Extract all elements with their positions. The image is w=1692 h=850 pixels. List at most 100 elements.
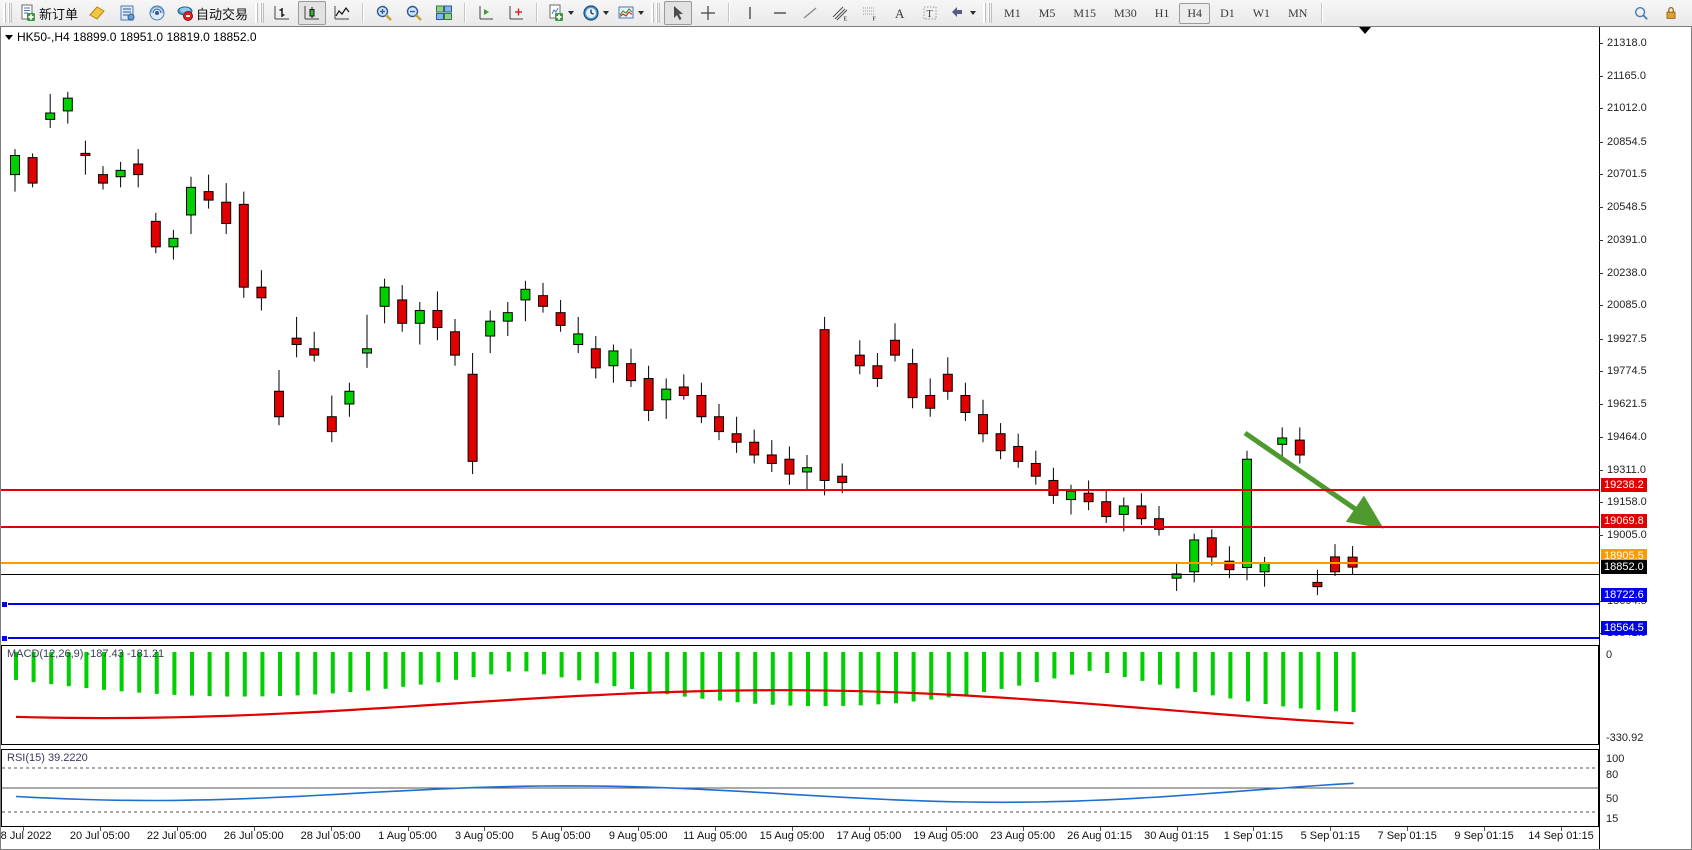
price-scale[interactable]: 21318.0 21165.0 21012.0 20854.5 20701.5 20548…	[1599, 27, 1691, 849]
tile-windows-icon[interactable]	[430, 1, 458, 25]
candle-body	[837, 475, 848, 484]
chart-shift-icon[interactable]	[472, 1, 500, 25]
timeframe-w1[interactable]: W1	[1252, 5, 1271, 20]
new-order-button[interactable]: 新订单	[16, 1, 81, 25]
candle-body	[309, 348, 320, 356]
price-badge[interactable]: 18722.6	[1601, 587, 1647, 602]
trendline-icon[interactable]	[796, 1, 824, 25]
timeframe-d1[interactable]: D1	[1220, 5, 1235, 20]
timeframe-mn[interactable]: MN	[1288, 5, 1308, 20]
level-line-pivot[interactable]	[1, 562, 1599, 564]
candle-body	[925, 395, 936, 409]
text-tool-icon[interactable]: A	[886, 1, 914, 25]
downtrend-arrow[interactable]	[1239, 427, 1399, 547]
chart-canvas[interactable]: HK50-,H4 18899.0 18951.0 18819.0 18852.0	[0, 26, 1692, 850]
period-clock-icon[interactable]	[579, 1, 612, 25]
line-chart-icon[interactable]	[328, 1, 356, 25]
zoom-in-icon[interactable]	[370, 1, 398, 25]
arrows-icon[interactable]	[946, 1, 979, 25]
time-label: 30 Aug 01:15	[1144, 830, 1209, 842]
candle-body	[379, 286, 390, 307]
time-label: 28 Jul 05:00	[300, 830, 361, 842]
price-badge[interactable]: 18905.5	[1601, 548, 1647, 563]
timeframe-h4[interactable]: H4	[1179, 2, 1211, 24]
price-badge[interactable]: 18852.0	[1601, 560, 1647, 575]
text-label-icon[interactable]: T	[916, 1, 944, 25]
price-badge[interactable]: 18564.5	[1601, 621, 1647, 636]
level-line-resistance-2[interactable]	[1, 526, 1599, 528]
market-book-icon[interactable]	[113, 1, 141, 25]
cursor-icon[interactable]	[664, 1, 693, 25]
price-plot[interactable]: MACD(12,26,9) -187.43 -181.21 RSI(15) 39…	[1, 27, 1599, 849]
equidistant-channel-icon[interactable]: E	[826, 1, 854, 25]
zoom-out-icon[interactable]	[400, 1, 428, 25]
price-tick: 20085.0	[1599, 299, 1691, 312]
signals-icon[interactable]	[143, 1, 171, 25]
level-anchor-support-1[interactable]	[1, 601, 8, 608]
time-label: 15 Aug 05:00	[759, 830, 825, 842]
time-tick	[1330, 827, 1332, 831]
chart-menu-caret[interactable]	[5, 35, 13, 41]
timeframe-m5[interactable]: M5	[1038, 5, 1056, 20]
new-order-label: 新订单	[39, 7, 79, 23]
level-line-support-2[interactable]	[1, 637, 1599, 639]
candle-body	[766, 454, 777, 464]
level-line-support-1[interactable]	[1, 603, 1599, 605]
timeframe-m15[interactable]: M15	[1073, 5, 1097, 20]
indicator-scale-tick: 50	[1606, 793, 1619, 805]
vertical-line-icon[interactable]	[736, 1, 764, 25]
auto-trading-button[interactable]: 自动交易	[173, 1, 251, 25]
candle-body	[502, 312, 513, 322]
period-dropdown-caret[interactable]	[603, 11, 610, 15]
toolbar-grip-4[interactable]	[983, 3, 993, 23]
lock-icon[interactable]	[1657, 1, 1685, 25]
metaeditor-icon[interactable]	[83, 1, 111, 25]
chart-title-text: HK50-,H4 18899.0 18951.0 18819.0 18852.0	[17, 30, 257, 44]
indicators-icon[interactable]	[614, 1, 647, 25]
rsi-pane[interactable]: RSI(15) 39.2220	[1, 749, 1599, 827]
candle-body	[397, 299, 408, 324]
new-chart-icon[interactable]	[544, 1, 577, 25]
candle-body	[714, 416, 724, 433]
time-label: 23 Aug 05:00	[990, 830, 1056, 842]
candle-body	[1242, 458, 1252, 569]
level-line-resistance-1[interactable]	[1, 489, 1599, 491]
toolbar-grip-2[interactable]	[255, 3, 265, 23]
indicator-scale-tick: 15	[1606, 813, 1619, 825]
new-chart-dropdown-caret[interactable]	[568, 11, 575, 15]
macd-pane[interactable]: MACD(12,26,9) -187.43 -181.21	[1, 645, 1599, 745]
toolbar-grip-1[interactable]	[3, 3, 12, 23]
candle-body	[538, 295, 548, 307]
toolbar-separator-4	[728, 3, 731, 23]
candle-body	[995, 433, 1006, 452]
candle-body	[27, 157, 38, 184]
crosshair-icon[interactable]	[694, 1, 722, 25]
candle-body	[485, 320, 496, 337]
candle-body	[1154, 518, 1164, 530]
fibonacci-icon[interactable]: F	[856, 1, 884, 25]
timeframe-h1[interactable]: H1	[1154, 5, 1170, 20]
bar-chart-icon[interactable]	[268, 1, 296, 25]
arrows-dropdown-caret[interactable]	[970, 11, 977, 15]
time-label: 5 Aug 05:00	[531, 830, 591, 842]
time-label: 1 Aug 05:00	[378, 830, 437, 842]
price-badge[interactable]: 19069.8	[1601, 513, 1647, 528]
timeframe-m1[interactable]: M1	[1004, 5, 1021, 20]
search-icon[interactable]	[1627, 1, 1655, 25]
level-anchor-support-2[interactable]	[1, 635, 8, 642]
candle-body	[326, 416, 337, 433]
chart-shift-marker[interactable]	[1359, 27, 1371, 34]
timeframe-m30[interactable]: M30	[1114, 5, 1137, 20]
candlestick-chart-icon[interactable]	[298, 1, 327, 25]
level-line-last-price[interactable]	[1, 574, 1599, 575]
candlestick-series	[10, 91, 1358, 596]
toolbar-grip-3[interactable]	[651, 3, 661, 23]
auto-scroll-icon[interactable]	[502, 1, 530, 25]
time-label: 9 Sep 01:15	[1454, 830, 1514, 842]
time-tick	[1484, 827, 1486, 831]
candle-body	[960, 395, 971, 413]
horizontal-line-icon[interactable]	[766, 1, 794, 25]
price-badge[interactable]: 19238.2	[1601, 478, 1647, 493]
indicators-dropdown-caret[interactable]	[638, 11, 645, 15]
time-label: 19 Aug 05:00	[913, 830, 979, 842]
